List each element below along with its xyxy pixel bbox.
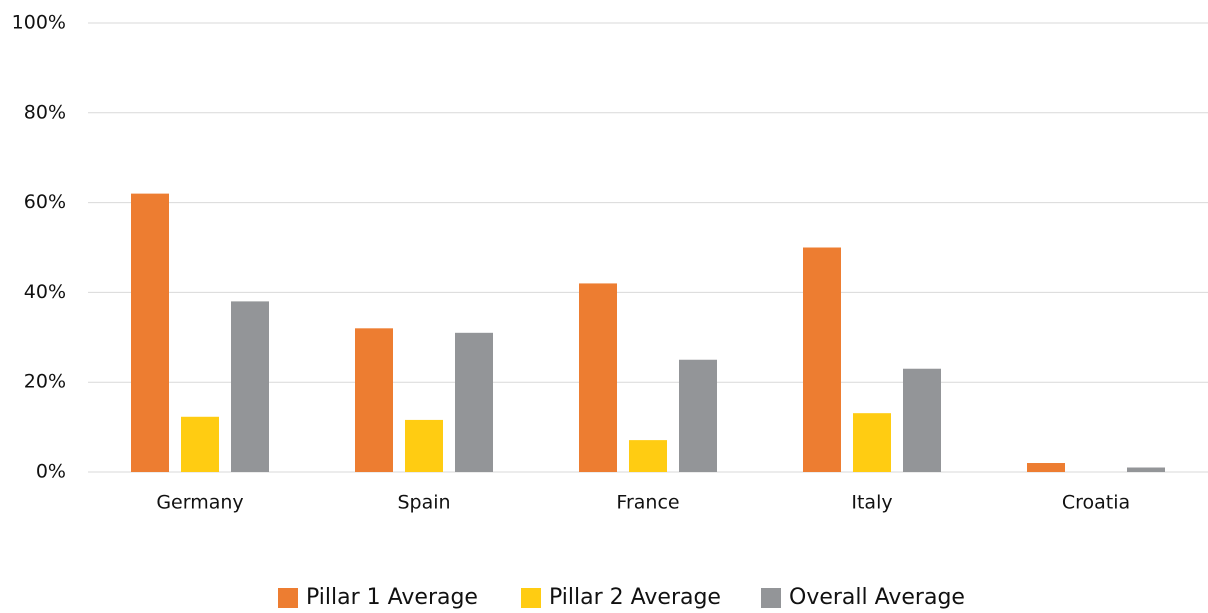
bar [1127, 467, 1165, 472]
bar [579, 283, 617, 472]
bar [131, 193, 169, 472]
y-tick-label: 40% [24, 281, 66, 303]
bar [629, 440, 667, 472]
legend-label: Overall Average [789, 585, 965, 610]
x-tick-label: Italy [851, 492, 892, 514]
bar [1027, 463, 1065, 472]
legend-swatch [761, 588, 781, 608]
y-tick-label: 100% [12, 12, 66, 34]
bar [355, 328, 393, 472]
bar [405, 419, 443, 472]
y-tick-label: 20% [24, 371, 66, 393]
legend-swatch [521, 588, 541, 608]
legend-label: Pillar 1 Average [306, 585, 478, 610]
bar [455, 332, 493, 472]
legend-label: Pillar 2 Average [549, 585, 721, 610]
y-tick-label: 60% [24, 191, 66, 213]
y-tick-label: 80% [24, 101, 66, 123]
bar [181, 416, 219, 472]
x-tick-label: Spain [397, 492, 450, 514]
bar [803, 247, 841, 472]
bar [853, 413, 891, 472]
x-tick-label: France [616, 492, 679, 514]
x-tick-label: Croatia [1062, 492, 1130, 514]
x-tick-label: Germany [156, 492, 243, 514]
bar [903, 368, 941, 472]
y-tick-label: 0% [36, 461, 66, 483]
bar [231, 301, 269, 472]
legend-swatch [278, 588, 298, 608]
bar [679, 359, 717, 472]
